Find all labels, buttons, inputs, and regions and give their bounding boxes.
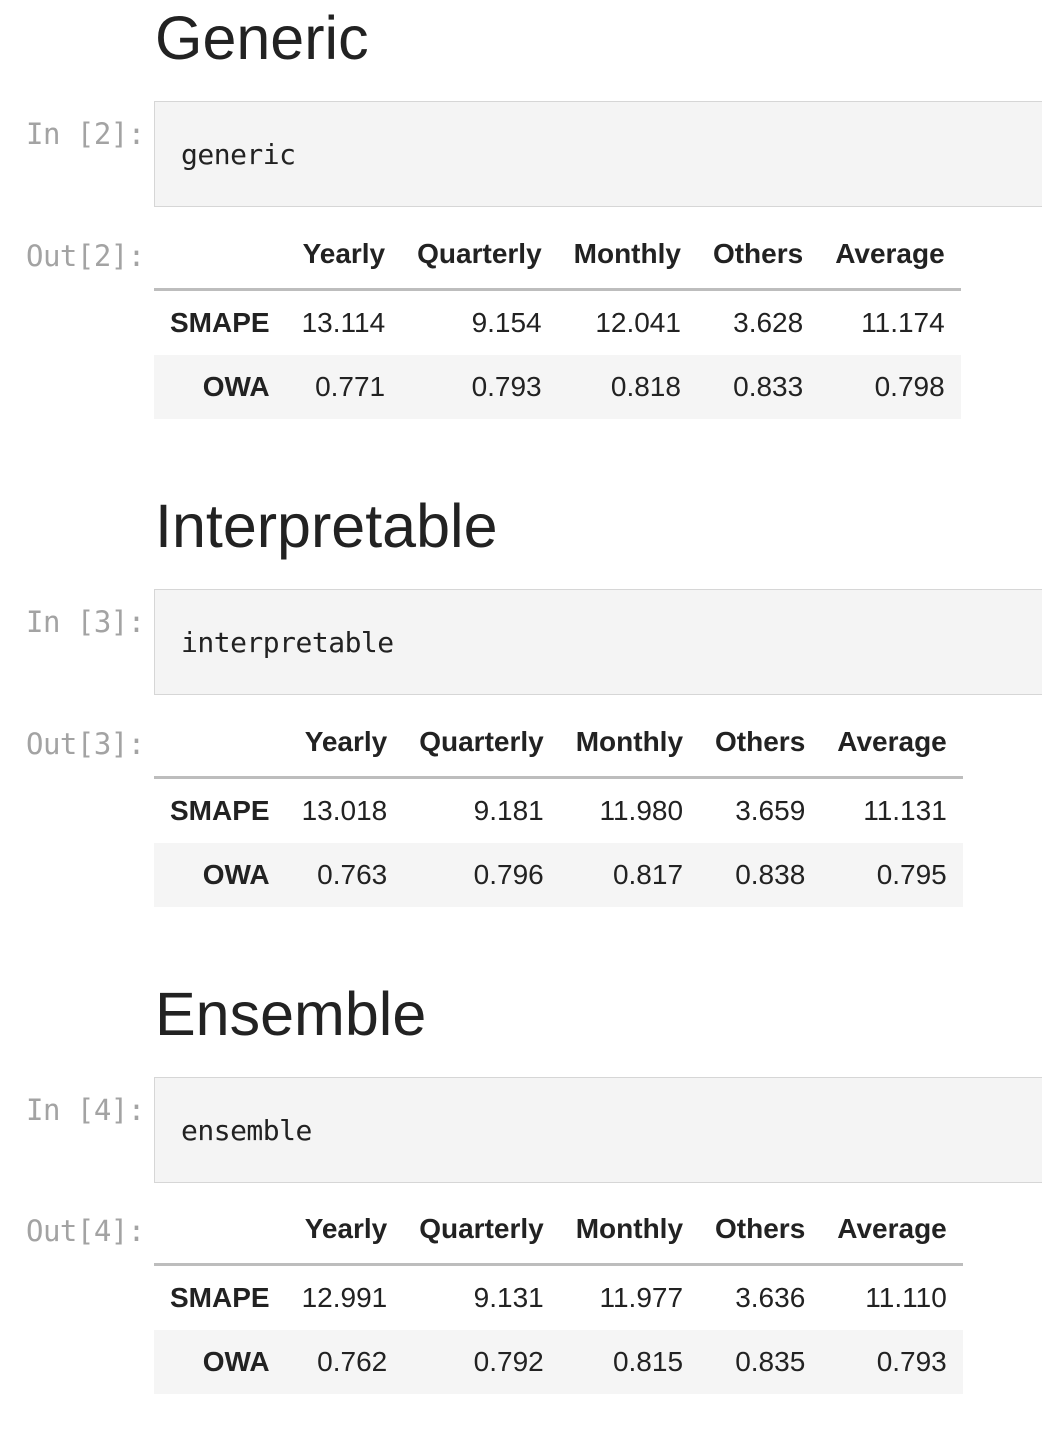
table-cell: 0.835 — [735, 1346, 806, 1377]
output-prompt: Out[4]: — [26, 1214, 145, 1248]
table-cell: 3.636 — [735, 1282, 806, 1313]
table-header-row: Yearly Quarterly Monthly Others Average — [154, 710, 963, 779]
table-cell: 11.977 — [599, 1282, 684, 1313]
column-header: Average — [819, 222, 961, 291]
column-header: Others — [699, 1197, 822, 1266]
table-cell: 0.817 — [612, 859, 684, 890]
code-text: ensemble — [181, 1114, 312, 1147]
row-label: SMAPE — [170, 307, 270, 338]
table-row: SMAPE 13.018 9.181 11.980 3.659 11.131 — [154, 778, 963, 844]
section-heading-generic: Generic — [155, 4, 369, 72]
column-header: Yearly — [285, 1197, 404, 1266]
code-cell[interactable]: generic — [154, 101, 1042, 207]
column-header: Others — [696, 222, 820, 291]
input-prompt: In [4]: — [26, 1093, 145, 1127]
table-row: SMAPE 12.991 9.131 11.977 3.636 11.110 — [154, 1265, 963, 1331]
input-prompt: In [2]: — [26, 117, 145, 151]
table-cell: 0.793 — [471, 371, 542, 402]
code-text: interpretable — [181, 626, 394, 659]
table-cell: 9.154 — [471, 307, 542, 338]
table-cell: 0.793 — [876, 1346, 947, 1377]
dataframe-output: Yearly Quarterly Monthly Others Average … — [154, 710, 963, 907]
table-cell: 3.628 — [733, 307, 804, 338]
table-cell: 12.041 — [595, 307, 681, 338]
table-cell: 11.980 — [599, 795, 684, 826]
table-cell: 0.815 — [612, 1346, 684, 1377]
output-prompt: Out[3]: — [26, 727, 145, 761]
input-prompt: In [3]: — [26, 605, 145, 639]
index-header — [154, 710, 286, 779]
row-label: SMAPE — [170, 795, 270, 826]
table-cell: 11.131 — [863, 795, 947, 826]
column-header: Monthly — [557, 222, 697, 291]
table-row: OWA 0.771 0.793 0.818 0.833 0.798 — [154, 355, 961, 419]
index-header — [154, 222, 286, 291]
section-heading-interpretable: Interpretable — [155, 492, 498, 560]
table-header-row: Yearly Quarterly Monthly Others Average — [154, 222, 961, 291]
table-cell: 3.659 — [735, 795, 806, 826]
index-header — [154, 1197, 286, 1266]
column-header: Monthly — [559, 1197, 700, 1266]
column-header: Quarterly — [403, 710, 560, 779]
table-header-row: Yearly Quarterly Monthly Others Average — [154, 1197, 963, 1266]
table-cell: 13.114 — [301, 307, 386, 338]
table-cell: 0.795 — [876, 859, 947, 890]
table-cell: 0.818 — [610, 371, 681, 402]
code-cell[interactable]: interpretable — [154, 589, 1042, 695]
section-heading-ensemble: Ensemble — [155, 980, 427, 1048]
code-cell[interactable]: ensemble — [154, 1077, 1042, 1183]
column-header: Average — [821, 1197, 963, 1266]
table-cell: 11.174 — [861, 307, 945, 338]
column-header: Quarterly — [403, 1197, 560, 1266]
table-cell: 0.796 — [473, 859, 544, 890]
code-text: generic — [181, 138, 296, 171]
table-cell: 11.110 — [865, 1282, 947, 1313]
column-header: Yearly — [285, 222, 402, 291]
table-cell: 9.181 — [473, 795, 544, 826]
table-row: SMAPE 13.114 9.154 12.041 3.628 11.174 — [154, 290, 961, 356]
table-cell: 0.798 — [874, 371, 945, 402]
row-label: OWA — [202, 1346, 270, 1377]
dataframe-output: Yearly Quarterly Monthly Others Average … — [154, 1197, 963, 1394]
column-header: Quarterly — [401, 222, 558, 291]
table-cell: 9.131 — [473, 1282, 544, 1313]
column-header: Monthly — [559, 710, 700, 779]
row-label: SMAPE — [170, 1282, 270, 1313]
row-label: OWA — [202, 859, 270, 890]
table-cell: 0.762 — [317, 1346, 388, 1377]
table-cell: 0.833 — [733, 371, 804, 402]
column-header: Others — [699, 710, 822, 779]
table-cell: 12.991 — [301, 1282, 388, 1313]
dataframe-output: Yearly Quarterly Monthly Others Average … — [154, 222, 961, 419]
table-cell: 0.792 — [473, 1346, 544, 1377]
table-row: OWA 0.763 0.796 0.817 0.838 0.795 — [154, 843, 963, 907]
table-cell: 0.838 — [735, 859, 806, 890]
column-header: Yearly — [285, 710, 404, 779]
row-label: OWA — [202, 371, 270, 402]
output-prompt: Out[2]: — [26, 239, 145, 273]
table-row: OWA 0.762 0.792 0.815 0.835 0.793 — [154, 1330, 963, 1394]
table-cell: 0.763 — [317, 859, 388, 890]
column-header: Average — [821, 710, 963, 779]
table-cell: 13.018 — [301, 795, 388, 826]
table-cell: 0.771 — [315, 371, 386, 402]
